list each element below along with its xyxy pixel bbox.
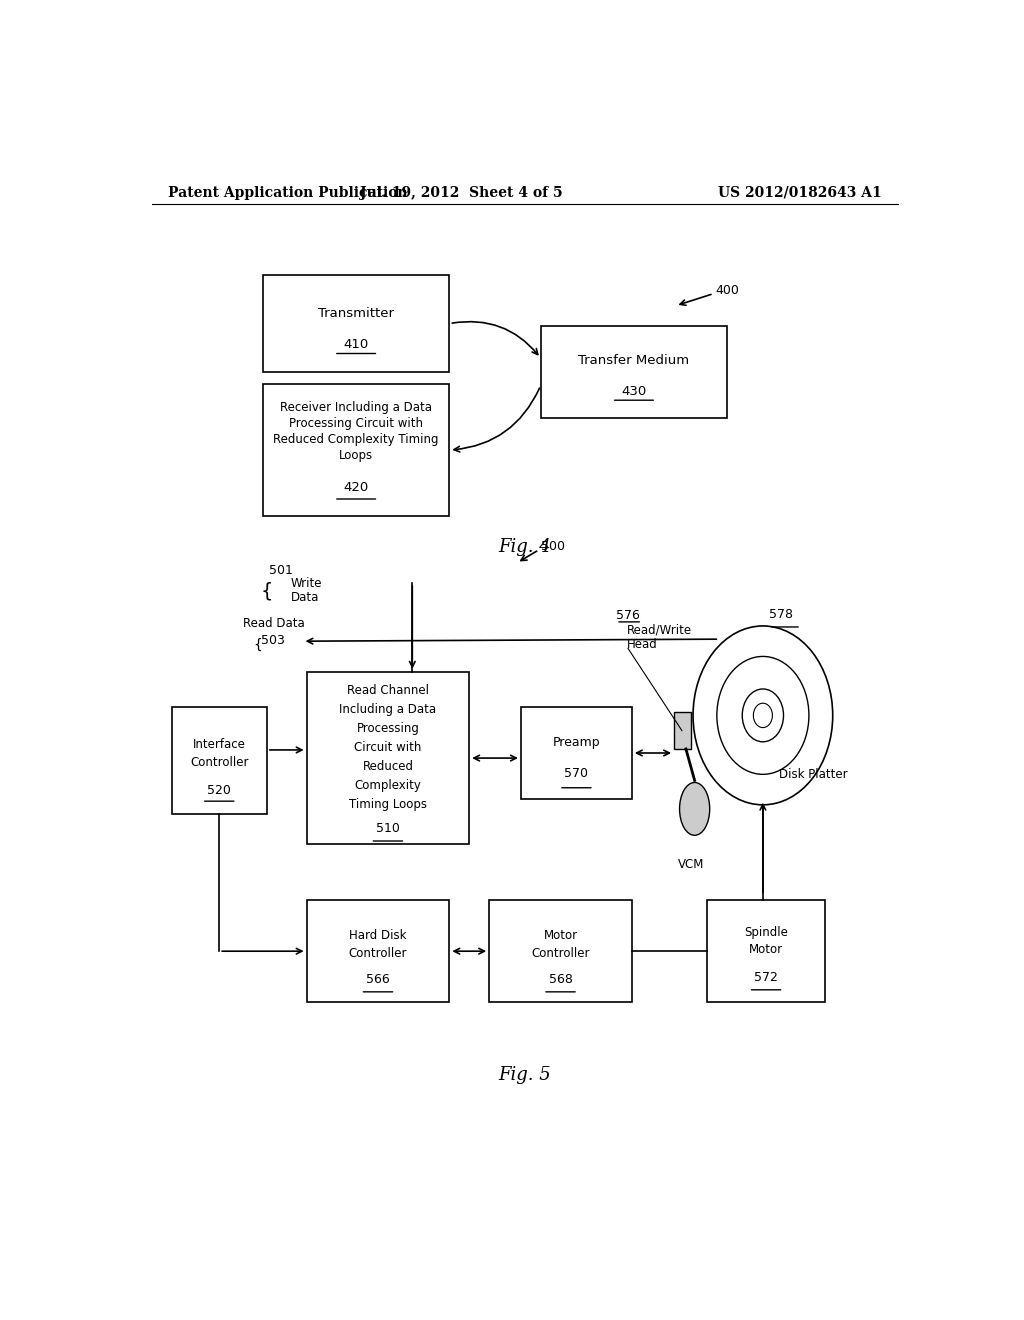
Bar [541, 326, 727, 417]
Text: 566: 566 [367, 973, 390, 986]
Text: Controller: Controller [349, 946, 408, 960]
Text: Transfer Medium: Transfer Medium [579, 354, 689, 367]
Text: Complexity: Complexity [354, 779, 421, 792]
Circle shape [742, 689, 783, 742]
Ellipse shape [680, 783, 710, 836]
Text: Motor: Motor [544, 929, 578, 942]
Text: {: { [254, 639, 262, 652]
Text: Transmitter: Transmitter [318, 308, 394, 321]
Text: 576: 576 [616, 610, 640, 622]
Text: 578: 578 [769, 609, 794, 620]
Bar [489, 900, 632, 1002]
Text: Motor: Motor [749, 942, 783, 956]
Bar [306, 900, 450, 1002]
Text: Interface: Interface [193, 738, 246, 751]
Text: Processing: Processing [356, 722, 420, 735]
Text: Timing Loops: Timing Loops [349, 799, 427, 812]
Text: Jul. 19, 2012  Sheet 4 of 5: Jul. 19, 2012 Sheet 4 of 5 [360, 186, 562, 199]
Text: Read/Write: Read/Write [627, 623, 691, 636]
Text: 572: 572 [754, 972, 778, 985]
Text: Reduced: Reduced [362, 760, 414, 774]
Text: Controller: Controller [531, 946, 590, 960]
Text: 510: 510 [376, 822, 399, 836]
Text: Circuit with: Circuit with [354, 742, 422, 754]
Text: Head: Head [627, 638, 657, 651]
Bar [708, 900, 824, 1002]
Bar [172, 708, 267, 814]
Text: Fig. 4: Fig. 4 [499, 537, 551, 556]
Text: Read Data: Read Data [243, 618, 305, 631]
Text: 503: 503 [261, 634, 286, 647]
Text: 400: 400 [715, 284, 739, 297]
Text: 520: 520 [207, 784, 231, 797]
Text: Write: Write [291, 577, 323, 590]
Text: US 2012/0182643 A1: US 2012/0182643 A1 [718, 186, 882, 199]
Text: 568: 568 [549, 973, 572, 986]
Text: Receiver Including a Data: Receiver Including a Data [281, 401, 432, 414]
Bar [263, 384, 450, 516]
Text: Disk Platter: Disk Platter [779, 768, 848, 781]
Text: Spindle: Spindle [744, 927, 788, 940]
Bar [306, 672, 469, 845]
Text: 430: 430 [622, 385, 646, 399]
Text: Reduced Complexity Timing: Reduced Complexity Timing [273, 433, 439, 446]
Text: 410: 410 [343, 338, 369, 351]
Text: Data: Data [291, 591, 319, 605]
Text: Processing Circuit with: Processing Circuit with [289, 417, 423, 430]
Text: Loops: Loops [339, 449, 373, 462]
Text: Preamp: Preamp [553, 735, 600, 748]
Circle shape [754, 704, 772, 727]
Text: Controller: Controller [190, 756, 249, 770]
Text: 420: 420 [343, 480, 369, 494]
Text: Read Channel: Read Channel [347, 684, 429, 697]
Text: Hard Disk: Hard Disk [349, 929, 407, 942]
Bar [521, 708, 632, 799]
Text: 500: 500 [541, 540, 564, 553]
Text: VCM: VCM [678, 858, 703, 871]
Bar [674, 713, 691, 748]
Text: 570: 570 [564, 767, 589, 780]
Text: Fig. 5: Fig. 5 [499, 1067, 551, 1084]
Circle shape [717, 656, 809, 775]
Text: {: { [261, 582, 273, 601]
Text: Patent Application Publication: Patent Application Publication [168, 186, 408, 199]
Circle shape [693, 626, 833, 805]
Bar [263, 276, 450, 372]
Text: Including a Data: Including a Data [339, 704, 436, 717]
Text: 501: 501 [269, 564, 293, 577]
